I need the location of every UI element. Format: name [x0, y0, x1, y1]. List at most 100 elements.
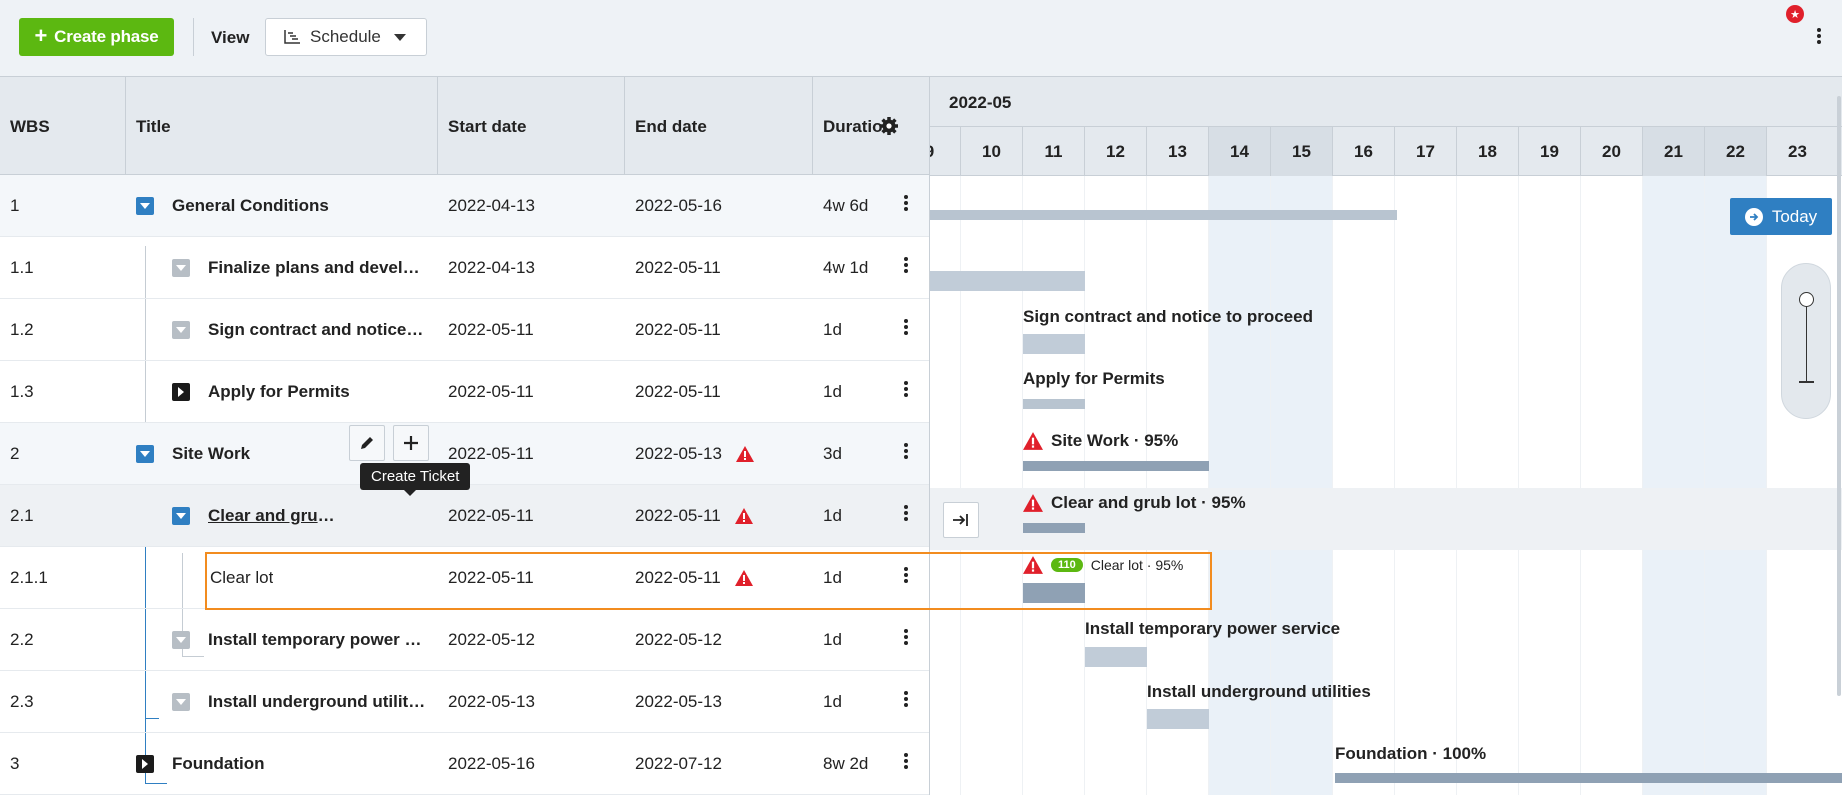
day-column [1456, 176, 1518, 795]
start-date-cell: 2022-05-12 [448, 630, 535, 649]
collapse-toggle-icon[interactable] [172, 321, 190, 339]
task-bar-finalize-plans[interactable] [930, 271, 1085, 291]
table-row[interactable]: 2.2 Install temporary power se... 2022-0… [0, 609, 929, 671]
expand-toggle-icon[interactable] [172, 383, 190, 401]
chevron-down-icon [394, 34, 406, 41]
duration-cell: 4w 6d [823, 196, 869, 215]
edit-button[interactable] [349, 425, 385, 461]
column-header-end-date[interactable]: End date [625, 77, 813, 176]
task-title[interactable]: Install temporary power se... [208, 630, 426, 649]
vertical-scrollbar[interactable] [1837, 96, 1841, 696]
row-menu-icon[interactable] [903, 567, 909, 589]
start-date-cell: 2022-04-13 [448, 258, 535, 277]
day-label: 10 [960, 127, 1022, 176]
jump-to-task-button[interactable] [943, 502, 979, 538]
task-title[interactable]: Foundation [172, 754, 265, 773]
task-title[interactable]: Sign contract and notice to... [208, 320, 426, 339]
zoom-handle[interactable] [1799, 292, 1814, 307]
day-label: 16 [1332, 127, 1394, 176]
end-date-value: 2022-05-11 [635, 506, 721, 525]
collapse-toggle-icon[interactable] [136, 445, 154, 463]
day-label: 11 [1022, 127, 1084, 176]
table-row[interactable]: 3 Foundation 2022-05-16 2022-07-12 8w 2d [0, 733, 929, 795]
table-row[interactable]: 1.1 Finalize plans and develop ... 2022-… [0, 237, 929, 299]
column-header-start-date[interactable]: Start date [438, 77, 625, 176]
task-bar-temporary-power[interactable] [1085, 647, 1147, 667]
title-cell: Apply for Permits [172, 361, 426, 423]
toolbar-divider [193, 18, 194, 56]
more-options-icon[interactable] [1816, 28, 1822, 48]
schedule-icon [284, 30, 300, 44]
duration-cell: 1d [823, 630, 842, 649]
create-ticket-button[interactable] [393, 425, 429, 461]
gear-icon[interactable] [878, 115, 900, 137]
end-date-value: 2022-05-11 [635, 568, 721, 587]
summary-bar-site-work[interactable] [1023, 461, 1209, 471]
table-row[interactable]: 2.1 Clear and grub ... 2022-05-11 2022-0… [0, 485, 929, 547]
task-label: Foundation · 100% [1335, 744, 1487, 763]
task-bar-clear-lot[interactable] [1023, 583, 1085, 603]
task-bar-sign-contract[interactable] [1023, 334, 1085, 354]
row-menu-icon[interactable] [903, 319, 909, 341]
row-menu-icon[interactable] [903, 257, 909, 279]
weekend-column [1704, 176, 1766, 795]
row-menu-icon[interactable] [903, 195, 909, 217]
view-select[interactable]: Schedule [265, 18, 427, 56]
plus-icon: + [34, 23, 48, 48]
task-label: Install temporary power service [1085, 619, 1341, 638]
row-menu-icon[interactable] [903, 381, 909, 403]
create-phase-button[interactable]: + Create phase [19, 18, 174, 56]
collapse-toggle-icon[interactable] [172, 259, 190, 277]
view-select-value: Schedule [310, 27, 381, 46]
task-title[interactable]: Clear lot [210, 568, 274, 587]
task-bar-underground-utilities[interactable] [1147, 709, 1209, 729]
weekend-column [1208, 176, 1270, 795]
task-title[interactable]: Clear and grub ... [208, 506, 342, 525]
day-label: 14 [1208, 127, 1270, 176]
table-row[interactable]: 2.1.1 Clear lot 2022-05-11 2022-05-11 1d [0, 547, 929, 609]
task-title[interactable]: Install underground utilities [208, 692, 426, 711]
wbs-cell: 1.2 [10, 320, 34, 339]
collapse-toggle-icon[interactable] [136, 197, 154, 215]
end-date-cell: 2022-05-11 [635, 485, 753, 547]
table-row[interactable]: 1 General Conditions 2022-04-13 2022-05-… [0, 175, 929, 237]
zoom-slider[interactable] [1781, 263, 1831, 419]
summary-bar-foundation[interactable] [1335, 773, 1842, 783]
task-label-text: Site Work · 95% [1051, 431, 1179, 450]
summary-bar-general-conditions[interactable] [930, 210, 1397, 220]
row-menu-icon[interactable] [903, 753, 909, 775]
wbs-cell: 3 [10, 754, 20, 773]
row-menu-icon[interactable] [903, 505, 909, 527]
title-cell: Foundation [136, 733, 436, 795]
duration-cell: 1d [823, 382, 842, 401]
expand-toggle-icon[interactable] [136, 755, 154, 773]
table-row[interactable]: 1.3 Apply for Permits 2022-05-11 2022-05… [0, 361, 929, 423]
month-label: 2022-05 [949, 93, 1012, 112]
column-header-title[interactable]: Title [126, 77, 438, 176]
day-label: 12 [1084, 127, 1146, 176]
task-title[interactable]: Apply for Permits [208, 382, 350, 401]
notification-badge-icon[interactable]: ★ [1786, 5, 1804, 23]
end-date-cell: 2022-05-11 [635, 258, 721, 277]
task-title[interactable]: Site Work [172, 444, 251, 463]
today-button[interactable]: Today [1730, 198, 1832, 235]
start-date-cell: 2022-05-16 [448, 754, 535, 773]
gantt-day-header: 9 10 11 12 13 14 15 16 17 18 19 20 21 22… [930, 127, 1842, 176]
day-label: 23 [1766, 127, 1828, 176]
day-column [960, 176, 1022, 795]
summary-bar-clear-grub[interactable] [1023, 523, 1085, 533]
wbs-cell: 2.2 [10, 630, 34, 649]
collapse-toggle-icon[interactable] [172, 631, 190, 649]
column-header-duration[interactable]: Duration [823, 116, 893, 136]
row-menu-icon[interactable] [903, 443, 909, 465]
table-row[interactable]: 2.3 Install underground utilities 2022-0… [0, 671, 929, 733]
column-header-wbs[interactable]: WBS [0, 77, 126, 176]
task-title[interactable]: Finalize plans and develop ... [208, 258, 426, 277]
task-title[interactable]: General Conditions [172, 196, 329, 215]
row-menu-icon[interactable] [903, 629, 909, 651]
row-menu-icon[interactable] [903, 691, 909, 713]
table-row[interactable]: 1.2 Sign contract and notice to... 2022-… [0, 299, 929, 361]
collapse-toggle-icon[interactable] [172, 507, 190, 525]
summary-bar-apply-permits[interactable] [1023, 399, 1085, 409]
collapse-toggle-icon[interactable] [172, 693, 190, 711]
